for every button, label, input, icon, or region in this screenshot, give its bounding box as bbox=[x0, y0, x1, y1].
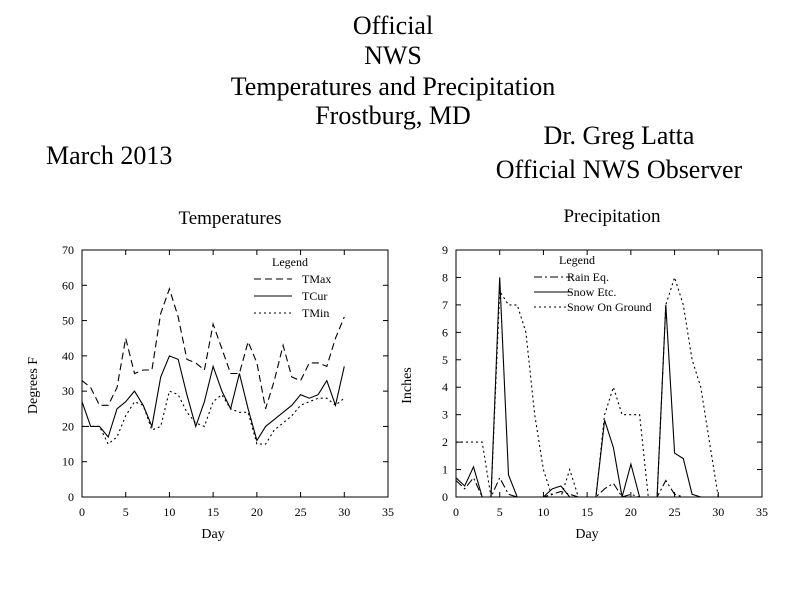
y-tick-label: 70 bbox=[62, 243, 74, 257]
observer-name: Dr. Greg Latta bbox=[543, 121, 695, 150]
x-tick-label: 10 bbox=[163, 505, 175, 519]
y-tick-label: 40 bbox=[62, 349, 74, 363]
legend-entry: TMin bbox=[302, 306, 329, 320]
series-line-tmin bbox=[82, 390, 345, 445]
y-tick-label: 2 bbox=[442, 435, 448, 449]
y-tick-label: 6 bbox=[442, 325, 448, 339]
title-line-2: NWS bbox=[364, 41, 422, 70]
y-tick-label: 30 bbox=[62, 384, 74, 398]
series-line-tmax bbox=[81, 287, 345, 409]
chart-title: Precipitation bbox=[563, 206, 661, 227]
title-line-3: Temperatures and Precipitation bbox=[230, 72, 556, 101]
legend-entry: TCur bbox=[302, 289, 327, 303]
x-tick-label: 15 bbox=[207, 505, 219, 519]
chart-title: Temperatures bbox=[178, 208, 281, 229]
y-tick-label: 5 bbox=[442, 353, 448, 367]
month-label: March 2013 bbox=[46, 141, 173, 170]
legend-entry: Snow Etc. bbox=[567, 285, 616, 299]
y-tick-label: 50 bbox=[62, 314, 74, 328]
legend-title: Legend bbox=[272, 255, 308, 269]
x-tick-label: 0 bbox=[79, 505, 85, 519]
legend-title: Legend bbox=[559, 253, 595, 267]
plot-frame bbox=[81, 249, 389, 498]
plot-frame bbox=[455, 249, 763, 498]
x-tick-label: 25 bbox=[669, 505, 681, 519]
observer-role: Official NWS Observer bbox=[495, 155, 743, 184]
x-tick-label: 35 bbox=[382, 505, 394, 519]
y-tick-label: 10 bbox=[62, 455, 74, 469]
x-axis-label: Day bbox=[201, 527, 224, 542]
y-tick-label: 4 bbox=[442, 380, 448, 394]
chart-0: Temperatures 0 10 20 30 40 50 60 70 0 5 10 15 20 25 30 3… bbox=[26, 208, 394, 542]
y-tick-label: 1 bbox=[442, 463, 448, 477]
chart-1: Precipitation 0 1 2 3 4 5 6 7 8 9 0 5 10 15 20 25 30 35 Day… bbox=[400, 206, 768, 542]
y-tick-label: 7 bbox=[442, 298, 448, 312]
legend-entry: Snow On Ground bbox=[567, 300, 652, 314]
series-line-tcur bbox=[81, 355, 345, 442]
x-tick-label: 20 bbox=[251, 505, 263, 519]
y-tick-label: 8 bbox=[442, 270, 448, 284]
y-tick-label: 0 bbox=[442, 490, 448, 504]
title-line-4: Frostburg, MD bbox=[315, 101, 471, 130]
y-axis-label: Degrees F bbox=[26, 357, 41, 414]
y-tick-label: 9 bbox=[442, 243, 448, 257]
x-tick-label: 5 bbox=[497, 505, 503, 519]
x-tick-label: 30 bbox=[338, 505, 350, 519]
y-tick-label: 0 bbox=[68, 490, 74, 504]
x-tick-label: 15 bbox=[581, 505, 593, 519]
y-axis-label: Inches bbox=[400, 367, 415, 404]
x-tick-label: 30 bbox=[712, 505, 724, 519]
x-axis-label: Day bbox=[575, 527, 598, 542]
x-tick-label: 20 bbox=[625, 505, 637, 519]
legend-entry: Rain Eq. bbox=[567, 270, 609, 284]
x-tick-label: 5 bbox=[123, 505, 129, 519]
x-tick-label: 35 bbox=[756, 505, 768, 519]
x-tick-label: 10 bbox=[537, 505, 549, 519]
y-tick-label: 3 bbox=[442, 408, 448, 422]
legend-entry: TMax bbox=[302, 272, 331, 286]
x-tick-label: 0 bbox=[453, 505, 459, 519]
y-tick-label: 60 bbox=[62, 278, 74, 292]
series-line-snow-etc bbox=[455, 277, 719, 498]
y-tick-label: 20 bbox=[62, 419, 74, 433]
x-tick-label: 25 bbox=[295, 505, 307, 519]
title-line-1: Official bbox=[352, 11, 434, 40]
